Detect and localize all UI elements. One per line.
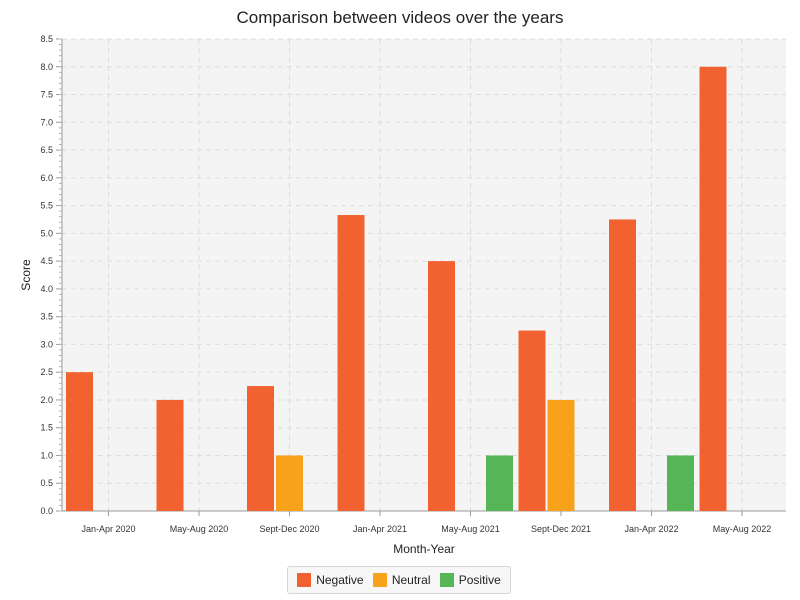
chart-title: Comparison between videos over the years (237, 8, 564, 27)
x-axis-label: Month-Year (393, 542, 455, 556)
x-axis: Jan-Apr 2020 May-Aug 2020 Sept-Dec 2020 Jan… (62, 510, 786, 534)
legend-swatch-positive (439, 573, 454, 587)
legend-item-negative[interactable]: Negative (297, 573, 364, 587)
legend-label-positive: Positive (458, 573, 501, 587)
x-tick-label: Jan-Apr 2020 (81, 524, 135, 534)
legend-swatch-neutral (372, 573, 387, 587)
bar-negative[interactable] (66, 372, 93, 511)
bar-negative[interactable] (699, 66, 727, 511)
y-tick-label: 8.0 (40, 62, 53, 72)
bar-negative[interactable] (156, 399, 184, 511)
bar-negative[interactable] (428, 261, 455, 511)
y-tick-label: 7.5 (40, 90, 53, 100)
x-tick-label: May-Aug 2021 (441, 524, 500, 534)
x-tick-label: Jan-Apr 2021 (353, 524, 407, 534)
legend: Negative Neutral Positive (287, 566, 511, 594)
legend-item-neutral[interactable]: Neutral (372, 573, 431, 587)
bar-positive[interactable] (667, 455, 694, 511)
y-tick-label: 2.5 (40, 367, 53, 377)
y-tick-label: 7.0 (40, 117, 53, 127)
y-tick-label: 6.5 (40, 145, 53, 155)
y-tick-label: 3.0 (40, 339, 53, 349)
bar-negative[interactable] (518, 330, 546, 511)
bar-neutral[interactable] (547, 399, 575, 511)
y-tick-label: 3.5 (40, 312, 53, 322)
y-tick-label: 0.5 (40, 478, 53, 488)
x-tick-label: Sept-Dec 2020 (259, 524, 319, 534)
bar-negative[interactable] (337, 215, 365, 511)
y-tick-label: 2.0 (40, 395, 53, 405)
y-axis-label: Score (19, 259, 33, 291)
y-tick-label: 4.5 (40, 256, 53, 266)
legend-label-negative: Negative (316, 573, 364, 587)
bars (66, 66, 727, 511)
y-axis: 0.0 0.5 1.0 1.5 2.0 2.5 3.0 3.5 4.0 4.5 5.0 5.5 6.0 6… (40, 34, 63, 516)
x-tick-label: Sept-Dec 2021 (531, 524, 591, 534)
legend-swatch-negative (297, 573, 312, 587)
y-tick-label: 0.0 (40, 506, 53, 516)
bar-negative[interactable] (609, 219, 636, 511)
x-tick-label: May-Aug 2022 (713, 524, 772, 534)
bar-positive[interactable] (486, 455, 513, 511)
y-tick-label: 6.0 (40, 173, 53, 183)
legend-label-neutral: Neutral (391, 573, 431, 587)
y-tick-label: 4.0 (40, 284, 53, 294)
legend-item-positive[interactable]: Positive (439, 573, 501, 587)
y-tick-label: 5.0 (40, 228, 53, 238)
y-tick-label: 5.5 (40, 201, 53, 211)
bar-neutral[interactable] (276, 455, 303, 511)
x-tick-label: Jan-Apr 2022 (624, 524, 678, 534)
x-tick-label: May-Aug 2020 (170, 524, 229, 534)
y-tick-label: 1.5 (40, 423, 53, 433)
y-tick-label: 1.0 (40, 450, 53, 460)
bar-negative[interactable] (247, 386, 274, 511)
y-tick-label: 8.5 (40, 34, 53, 44)
